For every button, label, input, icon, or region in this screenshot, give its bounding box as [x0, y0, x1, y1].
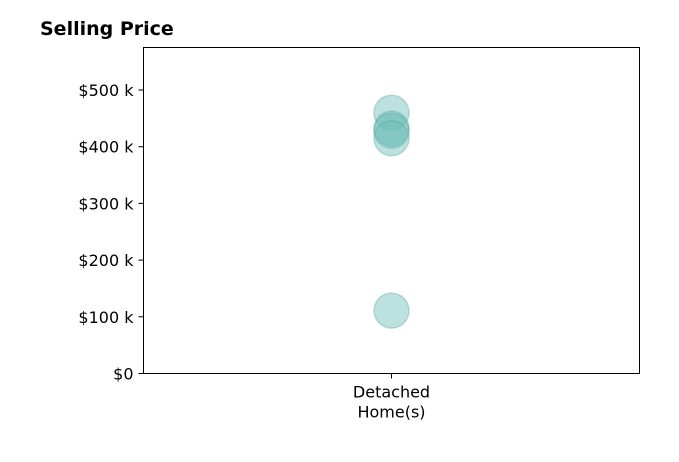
y-tick-label: $100 k: [78, 308, 134, 327]
data-point: [373, 110, 410, 147]
chart-title: Selling Price: [40, 18, 174, 40]
data-point: [373, 292, 410, 329]
y-tick-label: $200 k: [78, 251, 134, 270]
x-axis: Detached Home(s): [353, 373, 430, 422]
y-tick-label: $300 k: [78, 194, 134, 213]
data-point: [373, 119, 410, 157]
y-tick-label: $400 k: [78, 138, 134, 157]
data-points: [373, 94, 410, 329]
x-tick-label: Detached Home(s): [353, 383, 430, 422]
y-tick-label: $0: [113, 365, 133, 384]
data-point: [373, 112, 410, 150]
y-axis: $0 $100 k $200 k $300 k $400 k $500 k: [78, 81, 144, 384]
y-tick-label: $500 k: [78, 81, 134, 100]
data-point: [373, 94, 410, 131]
